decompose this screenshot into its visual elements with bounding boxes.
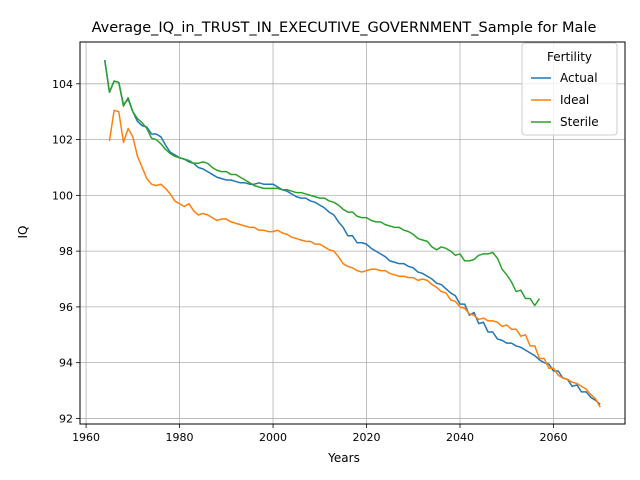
- legend-label-sterile: Sterile: [560, 115, 599, 129]
- legend-label-ideal: Ideal: [560, 93, 589, 107]
- legend: Fertility Actual Ideal Sterile: [521, 42, 618, 136]
- x-tick-label: 1960: [72, 431, 100, 444]
- y-tick-label: 98: [59, 245, 73, 258]
- y-tick-label: 102: [52, 134, 73, 147]
- x-tick-label: 2020: [353, 431, 381, 444]
- plot-area-frame: [79, 41, 626, 425]
- y-tick-label: 100: [52, 189, 73, 202]
- series-line-ideal: [108, 109, 601, 408]
- series-line-sterile: [104, 60, 541, 307]
- y-axis: 92 94 96 98 100 102 104: [52, 78, 80, 425]
- series-line-actual: [104, 60, 601, 406]
- x-tick-label: 2000: [259, 431, 287, 444]
- series-layer: [104, 60, 601, 408]
- y-tick-label: 92: [59, 412, 73, 425]
- grid-lines: [80, 42, 625, 424]
- legend-box: [521, 42, 618, 136]
- y-tick-label: 96: [59, 301, 73, 314]
- legend-title: Fertility: [547, 50, 592, 64]
- x-tick-label: 2060: [539, 431, 567, 444]
- x-axis-label: Years: [327, 451, 360, 465]
- x-tick-label: 1980: [166, 431, 194, 444]
- y-tick-label: 94: [59, 357, 73, 370]
- x-tick-label: 2040: [446, 431, 474, 444]
- legend-label-actual: Actual: [560, 71, 598, 85]
- legend-items: Actual Ideal Sterile: [531, 71, 599, 129]
- chart-title: Average_IQ_in_TRUST_IN_EXECUTIVE_GOVERNM…: [92, 20, 597, 36]
- x-axis: 1960 1980 2000 2020 2040 2060: [72, 424, 567, 444]
- y-tick-label: 104: [52, 78, 73, 91]
- y-axis-label: IQ: [16, 226, 30, 239]
